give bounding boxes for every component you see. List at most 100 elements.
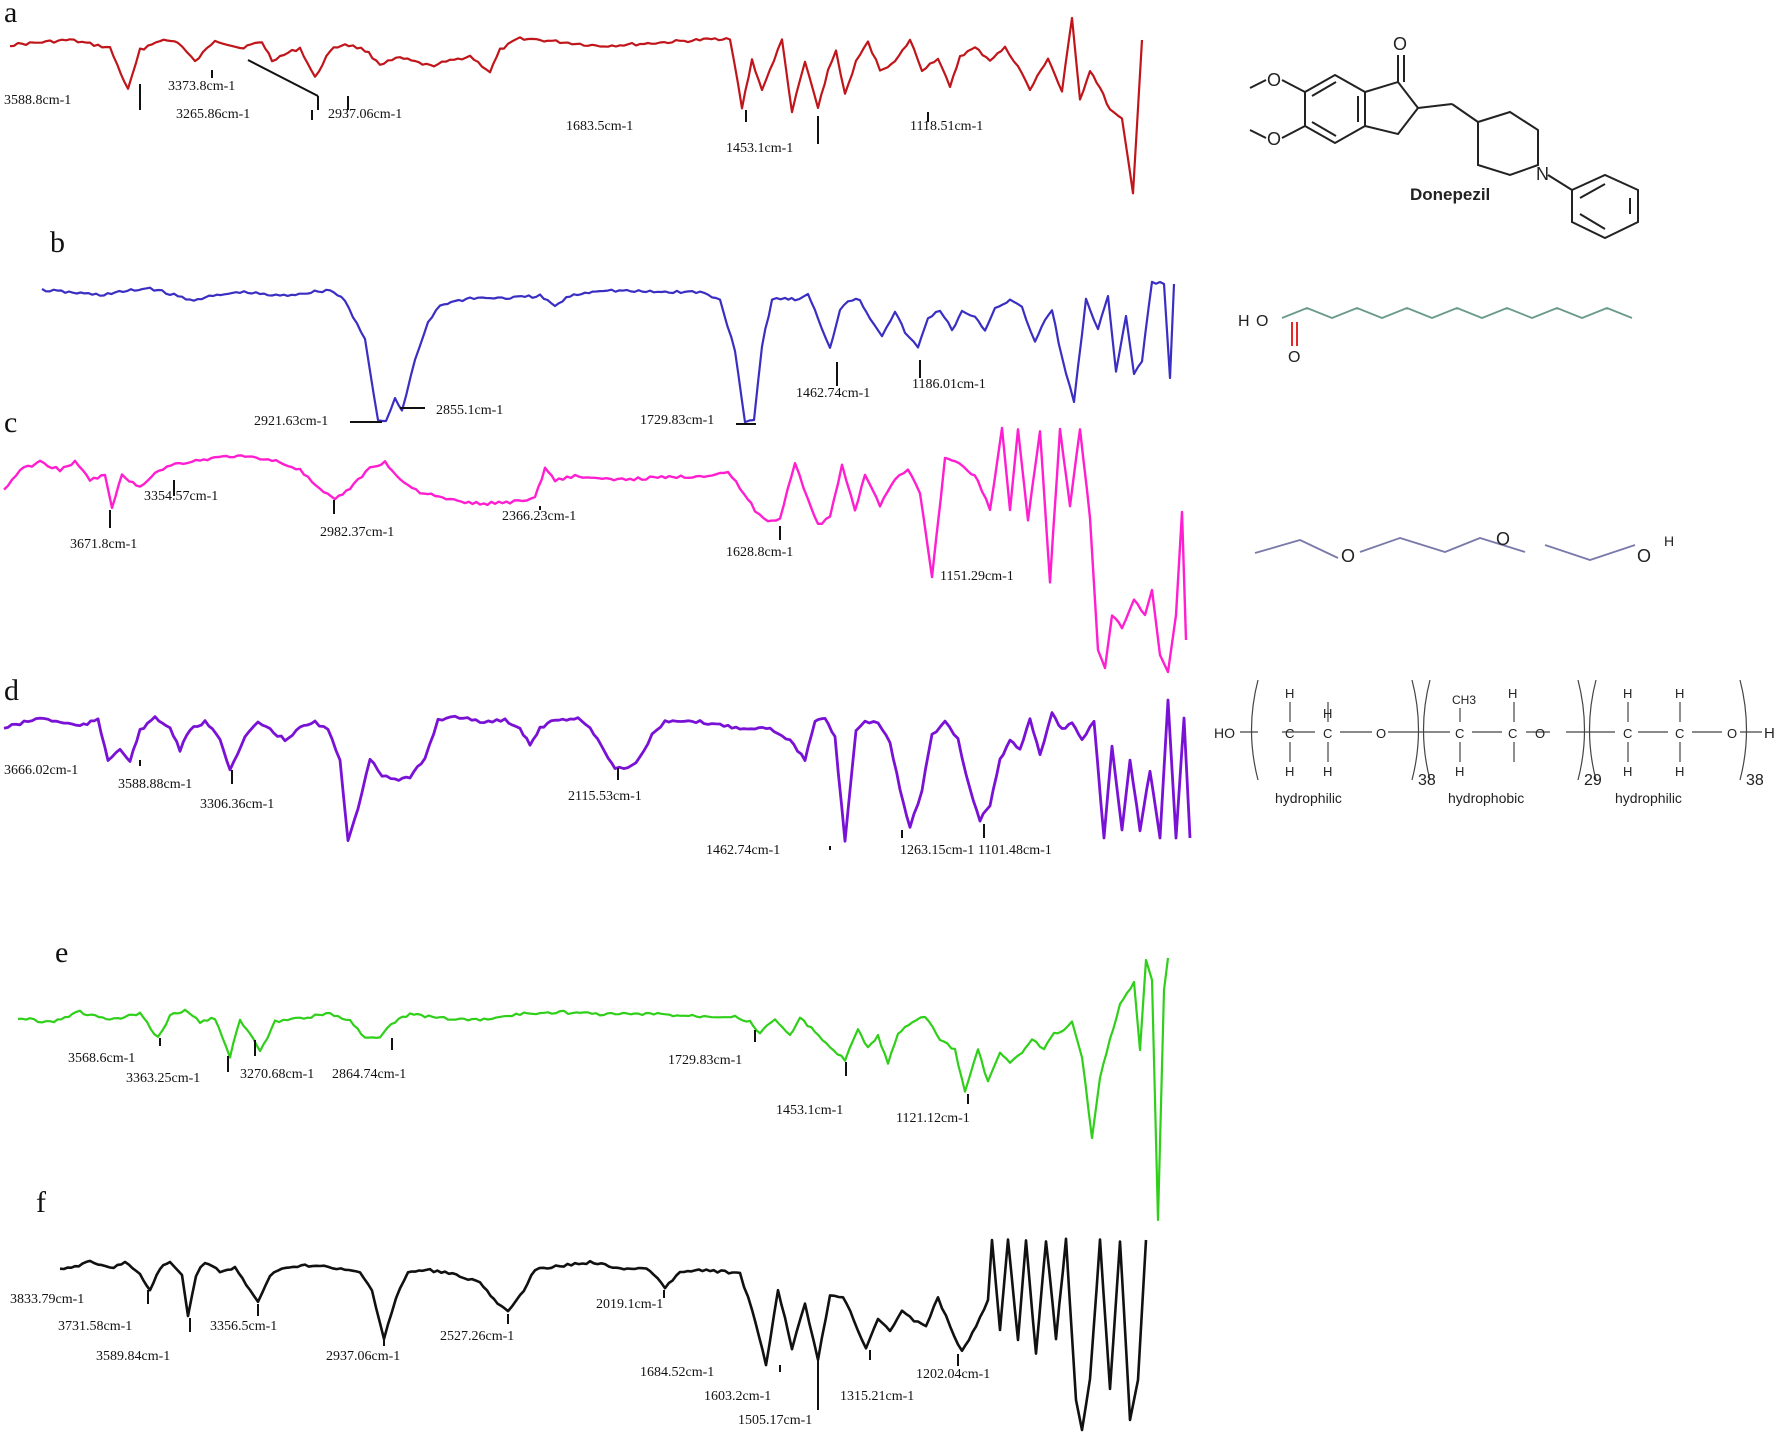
spectrum-line-e [17, 957, 1170, 1222]
peg-atom-o2: O [1496, 529, 1510, 549]
peg-atom-o3: O [1637, 546, 1651, 566]
peak-label-c-2: 2982.37cm-1 [320, 525, 394, 540]
peak-label-d-5: 1263.15cm-1 [900, 843, 974, 858]
peak-label-a-6: 1118.51cm-1 [910, 119, 983, 134]
peak-label-e-0: 3568.6cm-1 [68, 1051, 135, 1066]
spectrum-a: 3588.8cm-1 3373.8cm-1 3265.86cm-1 2937.06cm… [4, 16, 1144, 195]
peak-label-a-5: 1453.1cm-1 [726, 141, 793, 156]
peak-label-c-3: 2366.23cm-1 [502, 509, 576, 524]
poloxamer-end-left: HO [1214, 725, 1235, 741]
peak-label-d-3: 2115.53cm-1 [568, 789, 642, 804]
peak-label-f-4: 2937.06cm-1 [326, 1349, 400, 1364]
poloxamer-atom-0: H [1285, 686, 1294, 701]
peak-label-b-3: 1462.74cm-1 [796, 386, 870, 401]
poloxamer-atom-15: H [1623, 764, 1632, 779]
poloxamer-atom-16: H [1675, 686, 1684, 701]
peak-label-e-5: 1453.1cm-1 [776, 1103, 843, 1118]
panel-letter-a: a [4, 0, 17, 29]
peg-structure [1254, 537, 1636, 561]
poloxamer-atom-14: C [1623, 726, 1632, 741]
poloxamer-count-2: 29 [1584, 772, 1602, 789]
panel-letter-b: b [50, 226, 65, 259]
peak-label-f-9: 1505.17cm-1 [738, 1413, 812, 1428]
peak-label-f-10: 1315.21cm-1 [840, 1389, 914, 1404]
peak-label-a-0: 3588.8cm-1 [4, 93, 71, 108]
peak-label-d-6: 1101.48cm-1 [978, 843, 1052, 858]
poloxamer-atom-9: H [1455, 764, 1464, 779]
peak-label-a-4: 1683.5cm-1 [566, 119, 633, 134]
fatty-acid-structure [1281, 307, 1633, 346]
acid-atom-o-hydroxyl: O [1256, 313, 1268, 330]
donepezil-atom-o-carbonyl: O [1393, 34, 1407, 54]
peg-atom-h: H [1664, 533, 1674, 549]
peak-label-a-3: 2937.06cm-1 [328, 107, 402, 122]
peak-label-e-1: 3363.25cm-1 [126, 1071, 200, 1086]
poloxamer-atom-12: O [1535, 726, 1545, 741]
peak-label-f-5: 2527.26cm-1 [440, 1329, 514, 1344]
peak-label-b-0: 2921.63cm-1 [254, 414, 328, 429]
acid-atom-o-carbonyl: O [1288, 349, 1300, 366]
donepezil-atom-o-upper: O [1267, 70, 1281, 90]
poloxamer-end-right: H [1764, 725, 1775, 742]
poloxamer-atom-6: O [1376, 726, 1386, 741]
peak-label-a-1: 3373.8cm-1 [168, 79, 235, 94]
poloxamer-count-1: 38 [1418, 772, 1436, 789]
peak-label-c-4: 1628.8cm-1 [726, 545, 793, 560]
peak-label-b-2: 1729.83cm-1 [640, 413, 714, 428]
poloxamer-atom-7: CH3 [1452, 693, 1476, 707]
peak-label-c-5: 1151.29cm-1 [940, 569, 1014, 584]
poloxamer-block-3-name: hydrophilic [1615, 790, 1682, 806]
panel-letter-c: c [4, 406, 17, 439]
donepezil-atom-o-lower: O [1267, 129, 1281, 149]
peak-label-c-0: 3671.8cm-1 [70, 537, 137, 552]
poloxamer-atom-8: C [1455, 726, 1464, 741]
peak-label-b-4: 1186.01cm-1 [912, 377, 986, 392]
panel-letter-f: f [36, 1186, 46, 1219]
poloxamer-atom-4: C [1323, 726, 1332, 741]
spectrum-line-f [59, 1237, 1148, 1432]
poloxamer-structure [1240, 679, 1762, 781]
spectrum-e: 3568.6cm-1 3363.25cm-1 3270.68cm-1 2864.74c… [17, 957, 1170, 1222]
poloxamer-atom-19: O [1727, 726, 1737, 741]
panel-letter-e: e [55, 936, 68, 969]
peak-label-e-3: 2864.74cm-1 [332, 1067, 406, 1082]
peak-label-f-1: 3731.58cm-1 [58, 1319, 132, 1334]
peak-label-f-6: 2019.1cm-1 [596, 1297, 663, 1312]
peak-label-f-2: 3589.84cm-1 [96, 1349, 170, 1364]
spectrum-line-c [3, 426, 1188, 674]
donepezil-structure [1249, 55, 1639, 240]
donepezil-atom-n: N [1536, 164, 1549, 184]
peak-leader-a-0 [247, 59, 319, 97]
poloxamer-atom-10: H [1508, 686, 1517, 701]
peak-label-d-1: 3588.88cm-1 [118, 777, 192, 792]
peak-label-f-7: 1684.52cm-1 [640, 1365, 714, 1380]
poloxamer-atom-17: C [1675, 726, 1684, 741]
peak-label-f-0: 3833.79cm-1 [10, 1292, 84, 1307]
peak-label-c-1: 3354.57cm-1 [144, 489, 218, 504]
peak-label-b-1: 2855.1cm-1 [436, 403, 503, 418]
poloxamer-atom-5: H [1323, 764, 1332, 779]
spectrum-line-b [41, 280, 1176, 424]
spectrum-line-a [9, 16, 1144, 195]
peak-label-d-4: 1462.74cm-1 [706, 843, 780, 858]
spectrum-d: 3666.02cm-1 3588.88cm-1 3306.36cm-1 2115.53… [3, 698, 1192, 858]
peak-label-e-4: 1729.83cm-1 [668, 1053, 742, 1068]
poloxamer-atom-18: H [1675, 764, 1684, 779]
panel-letter-d: d [4, 674, 19, 707]
peak-label-e-2: 3270.68cm-1 [240, 1067, 314, 1082]
poloxamer-atom-3: H [1323, 706, 1332, 721]
poloxamer-count-3: 38 [1746, 772, 1764, 789]
poloxamer-atom-13: H [1623, 686, 1632, 701]
peak-label-f-11: 1202.04cm-1 [916, 1367, 990, 1382]
spectrum-line-d [3, 698, 1192, 843]
peg-atom-o1: O [1341, 546, 1355, 566]
peak-label-a-2: 3265.86cm-1 [176, 107, 250, 122]
peak-label-d-0: 3666.02cm-1 [4, 763, 78, 778]
poloxamer-atom-2: H [1285, 764, 1294, 779]
spectrum-b: 2921.63cm-1 2855.1cm-1 1729.83cm-1 1462.74c… [41, 280, 1176, 429]
spectrum-c: 3671.8cm-1 3354.57cm-1 2982.37cm-1 2366.23c… [3, 426, 1188, 674]
peak-label-f-3: 3356.5cm-1 [210, 1319, 277, 1334]
spectrum-f: 3833.79cm-1 3731.58cm-1 3589.84cm-1 3356.5c… [10, 1237, 1148, 1432]
